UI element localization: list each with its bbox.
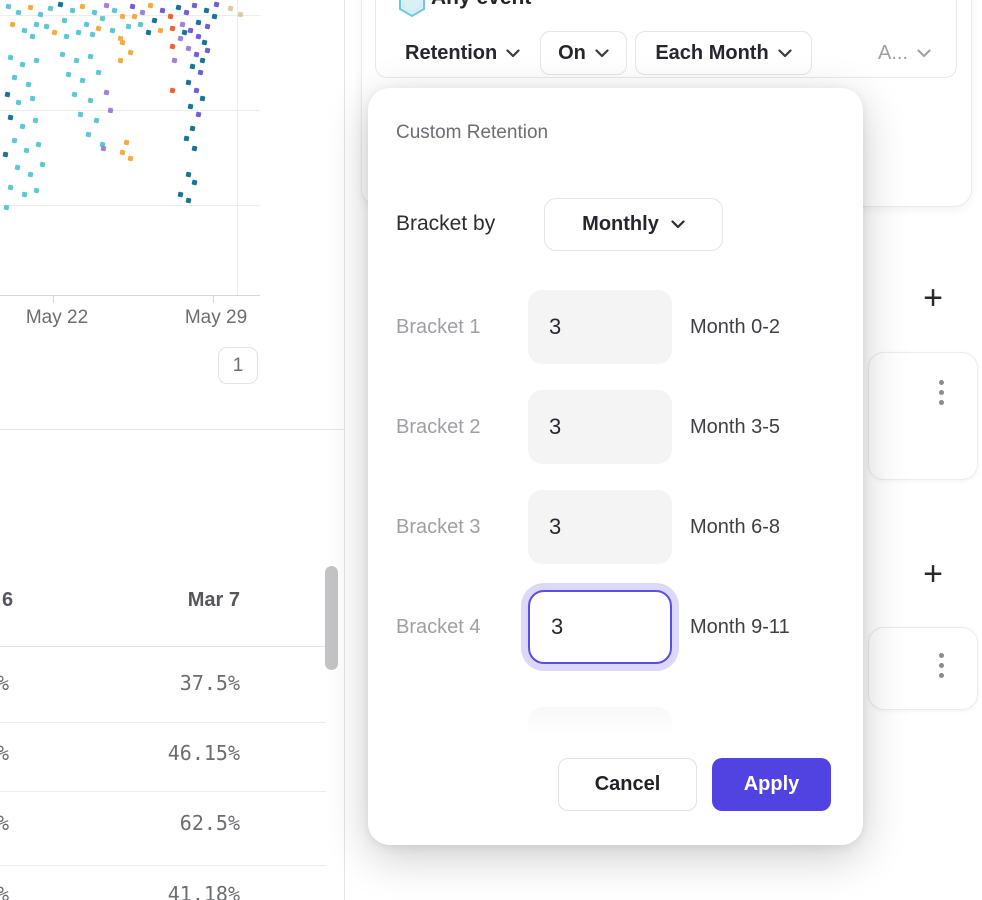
table-cell: 62.5% [179,811,240,835]
truncated-dropdown[interactable]: A... [878,31,931,75]
bracket-label: Bracket 1 [396,315,481,338]
chevron-down-icon [595,48,609,57]
table-cell: 46.15% [167,741,240,765]
section-divider [0,429,344,430]
table-divider [0,865,326,866]
bracket-3-input[interactable] [528,490,672,564]
x-tick-label: May 22 [25,307,89,328]
cell-partial: % [0,741,9,765]
bracket-range-label: Month 6-8 [690,515,781,538]
bracket-range-label: Month 9-11 [690,615,790,638]
bracket-label: Bracket 5 [396,732,481,755]
table-divider [0,722,326,723]
kebab-menu-icon[interactable] [929,653,953,678]
dropdown-label: A... [878,41,909,64]
cell-partial: % [0,811,9,835]
x-tick-label: May 29 [184,307,248,328]
retention-type-dropdown[interactable]: Retention [405,31,520,75]
column-header-partial: 6 [2,589,14,611]
bracket-label: Bracket 3 [396,515,481,538]
table-divider [0,646,326,647]
bracket-label: Bracket 2 [396,415,481,438]
x-axis-tick [213,295,214,303]
event-hexagon-icon [399,0,425,18]
apply-button[interactable]: Apply [712,758,831,811]
table-cell: 37.5% [179,671,240,695]
gridline [0,110,260,111]
bracket-range-label: Month 3-5 [690,415,781,438]
breakdown-card [868,627,978,710]
bracket-4-input[interactable] [528,590,672,664]
chevron-down-icon [506,48,520,57]
gridline [0,15,260,16]
column-header: Mar 7 [187,589,240,611]
kebab-menu-icon[interactable] [929,380,953,405]
dropdown-label: Monthly [582,213,659,235]
gridline [0,205,260,206]
bracket-by-dropdown[interactable]: Monthly [544,198,723,251]
frequency-dropdown[interactable]: Each Month [635,31,812,75]
x-axis-tick [53,295,54,303]
vertical-scrollbar[interactable] [325,566,338,670]
bracket-by-label: Bracket by [396,212,496,235]
cell-partial: % [0,671,9,695]
add-section-button[interactable]: + [923,279,943,317]
pagination-page-button[interactable]: 1 [218,347,258,384]
bracket-1-input[interactable] [528,290,672,364]
cancel-button[interactable]: Cancel [558,758,697,811]
chevron-down-icon [917,48,931,57]
x-axis-line [0,295,260,296]
add-section-button[interactable]: + [923,555,943,593]
event-name-label: Any event [431,0,531,10]
dropdown-label: Retention [405,41,498,64]
bracket-row: Bracket 3 Month 6-8 [396,490,836,564]
bracket-2-input[interactable] [528,390,672,464]
table-cell: 41.18% [167,882,240,900]
filter-card [868,352,978,480]
on-dropdown[interactable]: On [540,31,627,75]
chevron-down-icon [778,48,792,57]
dropdown-label: On [558,41,586,64]
bracket-row: Bracket 4 Month 9-11 [396,590,836,664]
dropdown-label: Each Month [655,41,769,64]
bracket-range-label: Month 0-2 [690,315,781,338]
custom-retention-modal: Custom Retention Bracket by Monthly Brac… [368,88,863,845]
report-left-pane: May 22 May 29 1 6 Mar 7 % 37.5% % 46.15%… [0,0,345,900]
cell-partial: % [0,882,9,900]
table-divider [0,791,326,792]
modal-title: Custom Retention [396,122,549,143]
chevron-down-icon [671,220,685,229]
bracket-label: Bracket 4 [396,615,481,638]
bracket-row: Bracket 1 Month 0-2 [396,290,836,364]
bracket-row: Bracket 2 Month 3-5 [396,390,836,464]
gridline [237,0,238,296]
